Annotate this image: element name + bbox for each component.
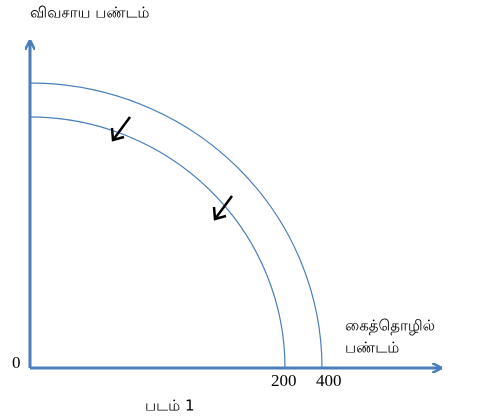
inner-curve [29,116,286,369]
x-axis-label: கைத்தொழில் [345,317,435,335]
shift-arrow [110,116,132,142]
x-label: 400 [316,371,342,390]
outer-curve [29,82,323,369]
x-axis-label: பண்டம் [345,339,399,357]
y-axis-label: விவசாய பண்டம் [30,4,149,22]
origin-label: 0 [12,353,21,372]
shift-arrow [212,195,234,221]
x-label: 200 [271,371,297,390]
caption: படம் 1 [145,397,194,415]
